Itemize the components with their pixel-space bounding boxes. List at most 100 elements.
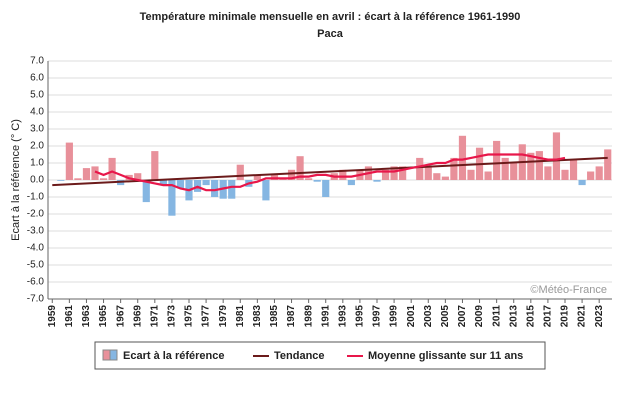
x-tick-label: 1993 — [337, 305, 348, 328]
x-tick-label: 1961 — [64, 305, 75, 328]
bar — [91, 166, 99, 180]
y-tick-label: -6.0 — [27, 277, 45, 288]
x-tick-label: 2013 — [508, 305, 519, 328]
bar — [176, 180, 185, 189]
x-tick-label: 1967 — [115, 305, 126, 328]
bar — [450, 157, 458, 180]
x-tick-label: 1971 — [149, 305, 160, 328]
y-tick-label: 1.0 — [30, 158, 44, 169]
x-tick-label: 1995 — [355, 305, 366, 328]
legend-swatch — [109, 349, 118, 361]
bar — [236, 164, 244, 180]
bar — [296, 156, 304, 180]
y-tick-label: 7.0 — [30, 56, 44, 67]
y-tick-label: 5.0 — [30, 90, 44, 101]
bar — [168, 180, 176, 216]
y-tick-label: 3.0 — [30, 124, 44, 135]
bar — [416, 157, 424, 180]
bar — [501, 157, 509, 180]
bar — [527, 152, 535, 180]
x-tick-label: 2005 — [440, 305, 451, 328]
y-tick-label: 2.0 — [30, 141, 44, 152]
x-tick-label: 1989 — [303, 305, 314, 328]
x-tick-label: 2001 — [406, 305, 417, 328]
bar — [65, 142, 73, 180]
bar — [347, 180, 355, 186]
legend-box — [94, 341, 546, 370]
legend-label: Ecart à la référence — [123, 350, 225, 362]
bar — [57, 180, 65, 181]
x-tick-label: 1975 — [184, 305, 195, 328]
y-tick-label: -5.0 — [27, 260, 45, 271]
y-tick-label: -4.0 — [27, 243, 45, 254]
bar — [578, 180, 586, 186]
bar — [134, 173, 142, 180]
y-tick-label: -2.0 — [27, 209, 45, 220]
bar — [484, 171, 492, 180]
chart-subtitle: Paca — [317, 28, 344, 40]
x-tick-label: 1969 — [132, 305, 143, 328]
bar — [458, 135, 467, 180]
legend-swatch — [102, 349, 111, 361]
bar — [493, 140, 501, 180]
x-tick-label: 1959 — [47, 305, 58, 328]
bar — [211, 180, 219, 197]
y-tick-label: 4.0 — [30, 107, 44, 118]
legend-label: Moyenne glissante sur 11 ans — [368, 350, 523, 362]
x-tick-label: 1963 — [81, 305, 92, 328]
bar — [399, 166, 407, 180]
x-tick-label: 1985 — [269, 305, 280, 328]
legend-label: Tendance — [274, 350, 325, 362]
bar — [151, 151, 159, 180]
x-tick-label: 2011 — [491, 305, 502, 327]
bar — [381, 169, 390, 180]
bar — [108, 157, 116, 180]
x-tick-label: 2009 — [474, 305, 485, 328]
x-tick-label: 1987 — [286, 305, 297, 328]
bar — [373, 180, 381, 182]
bar — [202, 180, 210, 186]
bar — [74, 178, 82, 180]
y-axis-label: Ecart à la référence (° C) — [10, 119, 22, 241]
y-tick-label: -1.0 — [27, 192, 45, 203]
x-tick-label: 1977 — [201, 305, 212, 328]
y-tick-label: -3.0 — [27, 226, 45, 237]
bar — [99, 178, 108, 180]
x-tick-label: 2017 — [543, 305, 554, 328]
x-tick-label: 1999 — [389, 305, 400, 328]
x-tick-label: 1965 — [98, 305, 109, 328]
bar — [433, 173, 441, 180]
bar — [595, 166, 603, 180]
y-tick-label: 0.0 — [30, 175, 44, 186]
bar — [228, 180, 236, 199]
x-tick-label: 1991 — [320, 305, 331, 328]
bar — [535, 151, 543, 180]
x-tick-label: 2021 — [577, 305, 588, 328]
bar — [604, 149, 612, 180]
bar — [82, 168, 91, 180]
y-tick-label: 6.0 — [30, 73, 44, 84]
x-tick-label: 1979 — [218, 305, 229, 328]
x-tick-label: 2003 — [423, 305, 434, 328]
moving-average-line — [94, 153, 566, 192]
bar — [569, 159, 578, 180]
watermark: ©Météo-France — [530, 284, 607, 296]
bar — [287, 169, 296, 180]
bar — [253, 174, 261, 180]
x-tick-label: 2015 — [525, 305, 536, 328]
bar — [424, 166, 432, 180]
x-tick-label: 2023 — [594, 305, 605, 328]
x-tick-label: 1981 — [235, 305, 246, 328]
x-tick-label: 2019 — [560, 305, 571, 328]
bar — [159, 180, 167, 186]
x-tick-label: 2007 — [457, 305, 468, 328]
bar — [322, 180, 330, 197]
bar — [467, 169, 475, 180]
bar — [587, 171, 595, 180]
x-tick-label: 1983 — [252, 305, 263, 328]
bar — [142, 180, 150, 203]
bar — [544, 166, 552, 180]
y-tick-label: -7.0 — [27, 294, 45, 305]
bar — [262, 180, 270, 201]
